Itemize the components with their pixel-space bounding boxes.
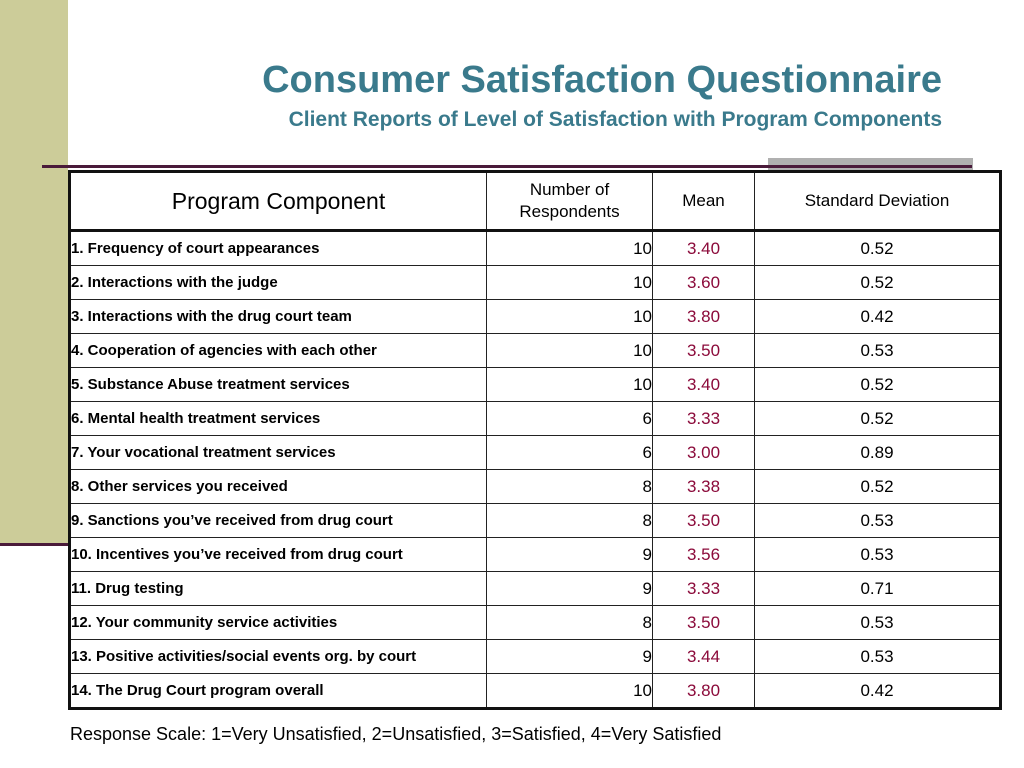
respondents-cell: 10	[486, 673, 653, 709]
standard-deviation-cell: 0.52	[754, 367, 1001, 402]
respondents-cell: 10	[486, 230, 653, 266]
respondents-cell: 10	[486, 265, 653, 300]
mean-cell: 3.33	[652, 571, 755, 606]
standard-deviation-cell: 0.52	[754, 265, 1001, 300]
respondents-cell: 6	[486, 435, 653, 470]
table-row: 8. Other services you received 8 3.38 0.52	[69, 469, 1001, 504]
respondents-cell: 10	[486, 299, 653, 334]
component-cell: 8. Other services you received	[69, 469, 487, 504]
header-number-of-respondents: Number of Respondents	[486, 171, 653, 232]
table-row: 12. Your community service activities 8 3.…	[69, 605, 1001, 640]
table-row: 14. The Drug Court program overall 10 3.80…	[69, 673, 1001, 709]
respondents-cell: 8	[486, 503, 653, 538]
respondents-cell: 10	[486, 367, 653, 402]
header-mean: Mean	[652, 171, 755, 232]
standard-deviation-cell: 0.53	[754, 605, 1001, 640]
component-cell: 3. Interactions with the drug court team	[69, 299, 487, 334]
mean-cell: 3.33	[652, 401, 755, 436]
table-row: 9. Sanctions you’ve received from drug c…	[69, 503, 1001, 538]
mean-cell: 3.40	[652, 230, 755, 266]
component-cell: 4. Cooperation of agencies with each oth…	[69, 333, 487, 368]
header-standard-deviation: Standard Deviation	[754, 171, 1001, 232]
response-scale-note: Response Scale: 1=Very Unsatisfied, 2=Un…	[70, 724, 722, 744]
mean-cell: 3.80	[652, 299, 755, 334]
respondents-cell: 10	[486, 333, 653, 368]
table-row: 10. Incentives you’ve received from drug…	[69, 537, 1001, 572]
left-divider-rule	[0, 543, 68, 546]
slide-title: Consumer Satisfaction Questionnaire	[262, 59, 942, 101]
header-row: Program Component Number of Respondents …	[69, 171, 1001, 232]
component-cell: 1. Frequency of court appearances	[69, 230, 487, 266]
table-row: 2. Interactions with the judge 10 3.60 0.52	[69, 265, 1001, 300]
component-cell: 9. Sanctions you’ve received from drug c…	[69, 503, 487, 538]
standard-deviation-cell: 0.52	[754, 469, 1001, 504]
title-divider-rule	[42, 165, 972, 168]
standard-deviation-cell: 0.52	[754, 230, 1001, 266]
table-body: 1. Frequency of court appearances 10 3.40 0…	[69, 230, 1001, 709]
decorative-side-bar	[0, 0, 68, 545]
standard-deviation-cell: 0.53	[754, 537, 1001, 572]
respondents-cell: 8	[486, 469, 653, 504]
standard-deviation-cell: 0.53	[754, 639, 1001, 674]
standard-deviation-cell: 0.53	[754, 503, 1001, 538]
standard-deviation-cell: 0.71	[754, 571, 1001, 606]
header-program-component: Program Component	[69, 171, 487, 232]
slide-subtitle: Client Reports of Level of Satisfaction …	[288, 108, 942, 131]
table-row: 1. Frequency of court appearances 10 3.40 0…	[69, 230, 1001, 266]
respondents-cell: 9	[486, 571, 653, 606]
component-cell: 11. Drug testing	[69, 571, 487, 606]
standard-deviation-cell: 0.42	[754, 299, 1001, 334]
component-cell: 12. Your community service activities	[69, 605, 487, 640]
component-cell: 2. Interactions with the judge	[69, 265, 487, 300]
respondents-cell: 8	[486, 605, 653, 640]
table-row: 11. Drug testing 9 3.33 0.71	[69, 571, 1001, 606]
satisfaction-table: Program Component Number of Respondents …	[68, 170, 1002, 710]
mean-cell: 3.50	[652, 333, 755, 368]
mean-cell: 3.40	[652, 367, 755, 402]
component-cell: 13. Positive activities/social events or…	[69, 639, 487, 674]
mean-cell: 3.50	[652, 503, 755, 538]
standard-deviation-cell: 0.52	[754, 401, 1001, 436]
table-row: 4. Cooperation of agencies with each oth…	[69, 333, 1001, 368]
standard-deviation-cell: 0.53	[754, 333, 1001, 368]
mean-cell: 3.00	[652, 435, 755, 470]
table-header: Program Component Number of Respondents …	[69, 171, 1001, 232]
component-cell: 5. Substance Abuse treatment services	[69, 367, 487, 402]
table-row: 7. Your vocational treatment services 6 3.…	[69, 435, 1001, 470]
mean-cell: 3.60	[652, 265, 755, 300]
component-cell: 14. The Drug Court program overall	[69, 673, 487, 709]
table-row: 3. Interactions with the drug court team…	[69, 299, 1001, 334]
standard-deviation-cell: 0.89	[754, 435, 1001, 470]
mean-cell: 3.50	[652, 605, 755, 640]
respondents-cell: 9	[486, 639, 653, 674]
table-row: 6. Mental health treatment services 6 3.33…	[69, 401, 1001, 436]
component-cell: 10. Incentives you’ve received from drug…	[69, 537, 487, 572]
respondents-cell: 6	[486, 401, 653, 436]
component-cell: 6. Mental health treatment services	[69, 401, 487, 436]
component-cell: 7. Your vocational treatment services	[69, 435, 487, 470]
table-row: 13. Positive activities/social events or…	[69, 639, 1001, 674]
table-row: 5. Substance Abuse treatment services 10 3…	[69, 367, 1001, 402]
respondents-cell: 9	[486, 537, 653, 572]
mean-cell: 3.44	[652, 639, 755, 674]
mean-cell: 3.56	[652, 537, 755, 572]
standard-deviation-cell: 0.42	[754, 673, 1001, 709]
mean-cell: 3.38	[652, 469, 755, 504]
mean-cell: 3.80	[652, 673, 755, 709]
